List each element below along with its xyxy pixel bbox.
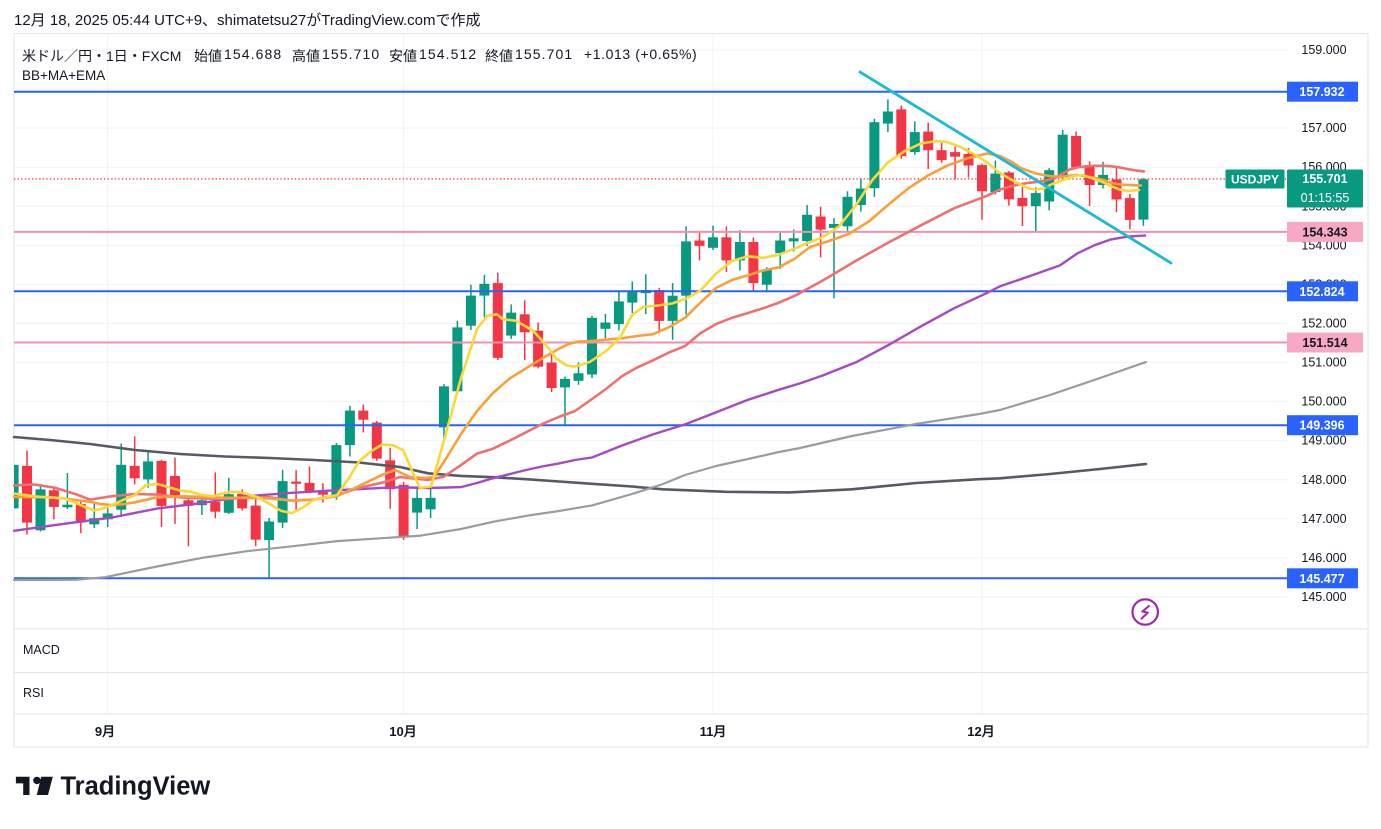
svg-text:11月: 11月 xyxy=(700,724,727,739)
svg-text:9月: 9月 xyxy=(95,724,115,739)
svg-text:146.000: 146.000 xyxy=(1301,551,1346,565)
svg-text:152.000: 152.000 xyxy=(1301,317,1346,331)
svg-text:157.932: 157.932 xyxy=(1299,85,1344,99)
svg-text:149.396: 149.396 xyxy=(1299,419,1344,433)
svg-text:10月: 10月 xyxy=(389,724,416,739)
svg-text:155.701: 155.701 xyxy=(1302,172,1347,186)
svg-text:159.000: 159.000 xyxy=(1301,43,1346,57)
svg-text:152.824: 152.824 xyxy=(1299,285,1344,299)
svg-text:145.000: 145.000 xyxy=(1301,590,1346,604)
svg-text:MACD: MACD xyxy=(23,643,60,657)
svg-text:151.000: 151.000 xyxy=(1301,356,1346,370)
svg-text:RSI: RSI xyxy=(23,686,44,700)
svg-text:01:15:55: 01:15:55 xyxy=(1301,191,1350,205)
svg-text:157.000: 157.000 xyxy=(1301,121,1346,135)
svg-text:145.477: 145.477 xyxy=(1299,572,1344,586)
svg-text:12月: 12月 xyxy=(967,724,994,739)
svg-text:USDJPY: USDJPY xyxy=(1231,172,1279,186)
svg-text:150.000: 150.000 xyxy=(1301,395,1346,409)
svg-text:148.000: 148.000 xyxy=(1301,473,1346,487)
svg-text:149.000: 149.000 xyxy=(1301,434,1346,448)
svg-text:147.000: 147.000 xyxy=(1301,512,1346,526)
svg-text:151.514: 151.514 xyxy=(1302,336,1347,350)
svg-text:TradingView: TradingView xyxy=(61,772,211,800)
svg-text:154.343: 154.343 xyxy=(1302,225,1347,239)
